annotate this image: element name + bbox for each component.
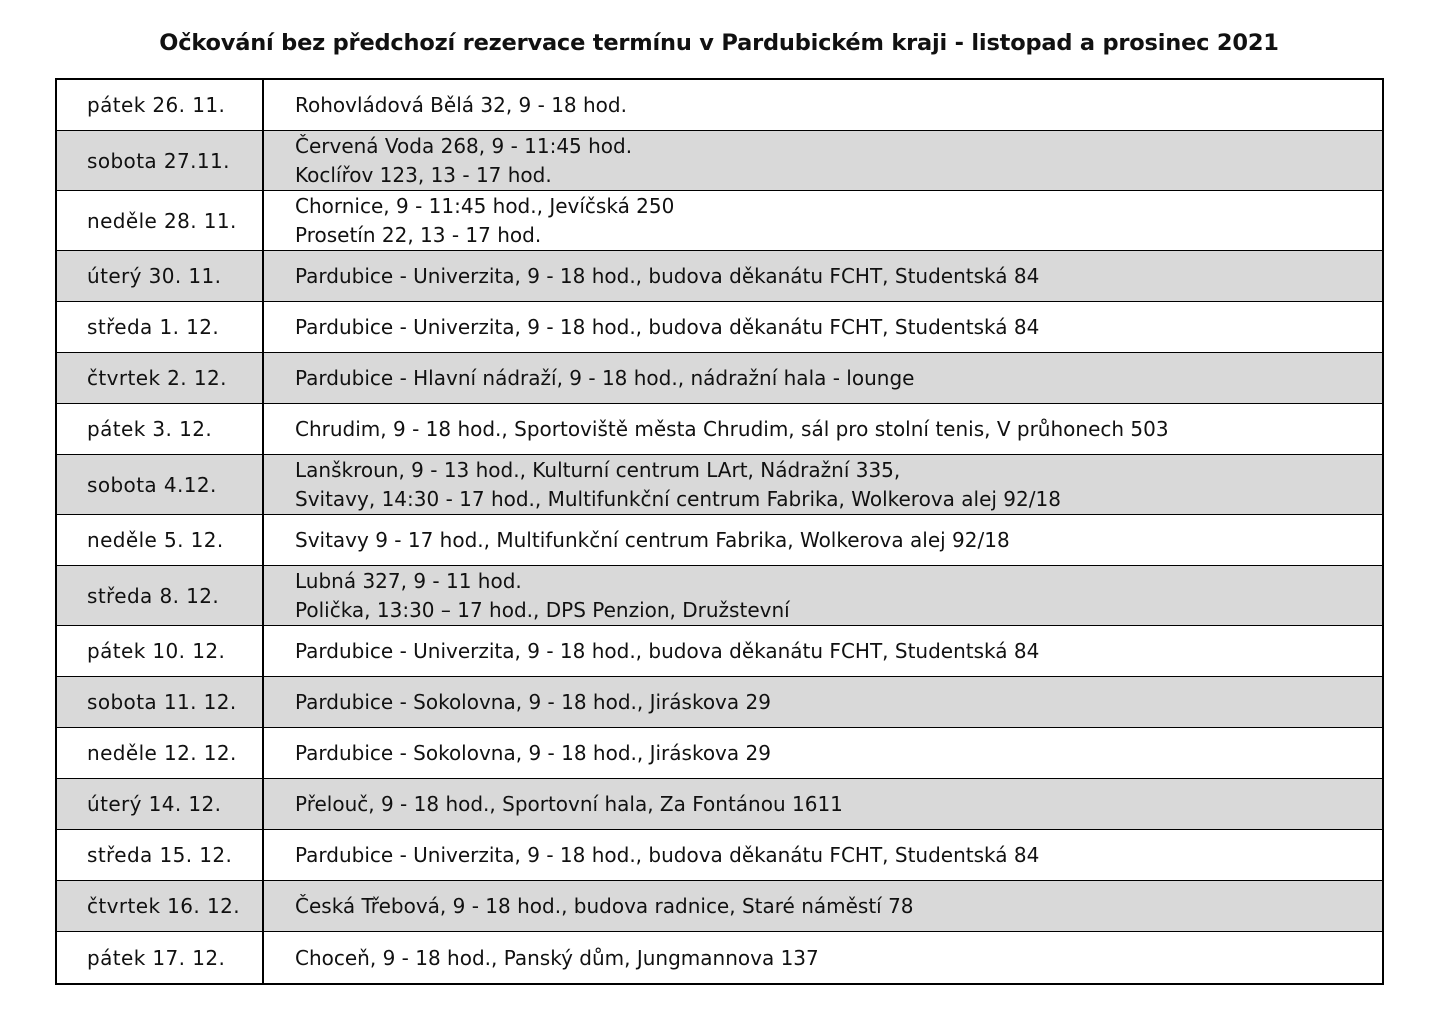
location-cell: Červená Voda 268, 9 - 11:45 hod. Koclířo… [264, 131, 1382, 190]
table-row: středa 1. 12. Pardubice - Univerzita, 9 … [57, 302, 1382, 353]
location-line: Pardubice - Univerzita, 9 - 18 hod., bud… [295, 639, 1040, 663]
table-row: sobota 27.11. Červená Voda 268, 9 - 11:4… [57, 131, 1382, 191]
date-cell: úterý 30. 11. [57, 251, 264, 301]
location-line: Svitavy 9 - 17 hod., Multifunkční centru… [295, 528, 1010, 552]
location-line: Chornice, 9 - 11:45 hod., Jevíčská 250 [295, 193, 675, 218]
location-line: Choceň, 9 - 18 hod., Panský dům, Jungman… [295, 945, 819, 970]
location-cell: Lanškroun, 9 - 13 hod., Kulturní centrum… [264, 455, 1382, 514]
date-cell: středa 15. 12. [57, 830, 264, 880]
date-cell: středa 8. 12. [57, 566, 264, 625]
date-cell: pátek 17. 12. [57, 932, 264, 983]
location-cell: Pardubice - Sokolovna, 9 - 18 hod., Jirá… [264, 677, 1382, 727]
location-cell: Chrudim, 9 - 18 hod., Sportoviště města … [264, 404, 1382, 454]
date-cell: sobota 11. 12. [57, 677, 264, 727]
location-line: Svitavy, 14:30 - 17 hod., Multifunkční c… [295, 486, 1061, 511]
table-row: úterý 14. 12. Přelouč, 9 - 18 hod., Spor… [57, 779, 1382, 830]
document-title: Očkování bez předchozí rezervace termínu… [159, 30, 1279, 56]
location-cell: Pardubice - Univerzita, 9 - 18 hod., bud… [264, 302, 1382, 352]
date-cell: pátek 26. 11. [57, 80, 264, 130]
location-line: Polička, 13:30 – 17 hod., DPS Penzion, D… [295, 597, 790, 622]
location-cell: Pardubice - Sokolovna, 9 - 18 hod., Jirá… [264, 728, 1382, 778]
table-row: sobota 11. 12. Pardubice - Sokolovna, 9 … [57, 677, 1382, 728]
date-cell: čtvrtek 16. 12. [57, 881, 264, 931]
date-cell: čtvrtek 2. 12. [57, 353, 264, 403]
location-line: Pardubice - Univerzita, 9 - 18 hod., bud… [295, 843, 1040, 867]
location-cell: Pardubice - Univerzita, 9 - 18 hod., bud… [264, 251, 1382, 301]
date-cell: neděle 12. 12. [57, 728, 264, 778]
table-row: pátek 3. 12. Chrudim, 9 - 18 hod., Sport… [57, 404, 1382, 455]
date-cell: sobota 4.12. [57, 455, 264, 514]
location-line: Přelouč, 9 - 18 hod., Sportovní hala, Za… [295, 792, 843, 816]
date-cell: pátek 3. 12. [57, 404, 264, 454]
location-line: Pardubice - Univerzita, 9 - 18 hod., bud… [295, 264, 1040, 288]
table-row: čtvrtek 2. 12. Pardubice - Hlavní nádraž… [57, 353, 1382, 404]
table-row: pátek 26. 11. Rohovládová Bělá 32, 9 - 1… [57, 80, 1382, 131]
location-line: Pardubice - Sokolovna, 9 - 18 hod., Jirá… [295, 690, 771, 714]
date-cell: neděle 28. 11. [57, 191, 264, 250]
date-cell: neděle 5. 12. [57, 515, 264, 565]
table-row: neděle 28. 11. Chornice, 9 - 11:45 hod.,… [57, 191, 1382, 251]
vaccination-schedule-table: pátek 26. 11. Rohovládová Bělá 32, 9 - 1… [55, 78, 1384, 985]
table-row: čtvrtek 16. 12. Česká Třebová, 9 - 18 ho… [57, 881, 1382, 932]
location-line: Lanškroun, 9 - 13 hod., Kulturní centrum… [295, 457, 901, 482]
table-row: středa 8. 12. Lubná 327, 9 - 11 hod. Pol… [57, 566, 1382, 626]
location-cell: Lubná 327, 9 - 11 hod. Polička, 13:30 – … [264, 566, 1382, 625]
location-line: Pardubice - Univerzita, 9 - 18 hod., bud… [295, 315, 1040, 339]
location-cell: Pardubice - Univerzita, 9 - 18 hod., bud… [264, 626, 1382, 676]
table-row: úterý 30. 11. Pardubice - Univerzita, 9 … [57, 251, 1382, 302]
table-row: sobota 4.12. Lanškroun, 9 - 13 hod., Kul… [57, 455, 1382, 515]
location-cell: Chornice, 9 - 11:45 hod., Jevíčská 250 P… [264, 191, 1382, 250]
location-line: Pardubice - Sokolovna, 9 - 18 hod., Jirá… [295, 741, 771, 765]
location-cell: Choceň, 9 - 18 hod., Panský dům, Jungman… [264, 932, 1382, 983]
location-cell: Pardubice - Hlavní nádraží, 9 - 18 hod.,… [264, 353, 1382, 403]
location-cell: Pardubice - Univerzita, 9 - 18 hod., bud… [264, 830, 1382, 880]
location-cell: Česká Třebová, 9 - 18 hod., budova radni… [264, 881, 1382, 931]
table-row: neděle 12. 12. Pardubice - Sokolovna, 9 … [57, 728, 1382, 779]
location-cell: Svitavy 9 - 17 hod., Multifunkční centru… [264, 515, 1382, 565]
date-cell: středa 1. 12. [57, 302, 264, 352]
location-line: Rohovládová Bělá 32, 9 - 18 hod. [295, 93, 627, 117]
date-cell: úterý 14. 12. [57, 779, 264, 829]
location-line: Lubná 327, 9 - 11 hod. [295, 568, 522, 593]
date-cell: sobota 27.11. [57, 131, 264, 190]
table-row: pátek 17. 12. Choceň, 9 - 18 hod., Pansk… [57, 932, 1382, 983]
table-row: neděle 5. 12. Svitavy 9 - 17 hod., Multi… [57, 515, 1382, 566]
location-line: Prosetín 22, 13 - 17 hod. [295, 222, 542, 247]
location-line: Česká Třebová, 9 - 18 hod., budova radni… [295, 894, 914, 918]
location-line: Pardubice - Hlavní nádraží, 9 - 18 hod.,… [295, 366, 915, 390]
table-row: pátek 10. 12. Pardubice - Univerzita, 9 … [57, 626, 1382, 677]
date-cell: pátek 10. 12. [57, 626, 264, 676]
table-row: středa 15. 12. Pardubice - Univerzita, 9… [57, 830, 1382, 881]
location-line: Koclířov 123, 13 - 17 hod. [295, 162, 552, 187]
location-cell: Rohovládová Bělá 32, 9 - 18 hod. [264, 80, 1382, 130]
location-cell: Přelouč, 9 - 18 hod., Sportovní hala, Za… [264, 779, 1382, 829]
location-line: Červená Voda 268, 9 - 11:45 hod. [295, 133, 633, 158]
location-line: Chrudim, 9 - 18 hod., Sportoviště města … [295, 417, 1169, 441]
